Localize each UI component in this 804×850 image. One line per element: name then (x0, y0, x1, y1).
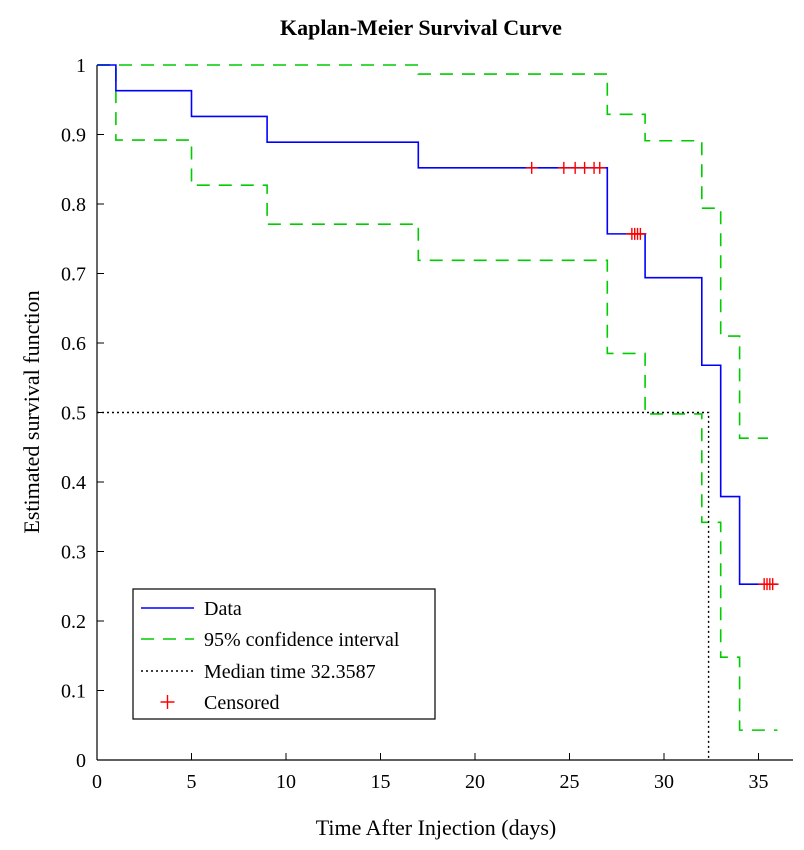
x-tick-label: 25 (560, 771, 580, 793)
legend-label: 95% confidence interval (204, 629, 400, 651)
legend-label: Median time 32.3587 (204, 661, 376, 683)
series-data-line (97, 64, 778, 585)
x-tick-label: 5 (187, 771, 197, 793)
y-tick-label: 0.9 (61, 125, 86, 147)
y-axis-label: Estimated survival function (19, 290, 44, 533)
y-tick-label: 0.5 (61, 403, 86, 425)
ticks: 0 5 10 15 20 25 30 35 0 0.1 0.2 0.3 0.4 0.5 0.6 0.7 0.8 0… (61, 55, 769, 793)
series-ci-upper-line (97, 64, 768, 440)
series-ci-lower-line (97, 64, 778, 731)
censored-mark (634, 227, 647, 240)
y-tick-label: 1 (76, 55, 86, 77)
censored-mark (593, 161, 606, 174)
censor-layer (525, 161, 779, 591)
y-tick-label: 0.7 (61, 264, 86, 286)
x-tick-label: 15 (371, 771, 391, 793)
x-tick-label: 30 (654, 771, 674, 793)
x-tick-label: 10 (276, 771, 296, 793)
legend-censored-sample (160, 695, 175, 709)
series-median-line (97, 411, 710, 760)
x-axis-label: Time After Injection (days) (316, 815, 557, 840)
y-tick-label: 0.8 (61, 194, 86, 216)
censored-mark (766, 578, 779, 591)
y-tick-label: 0.4 (61, 472, 86, 494)
y-tick-label: 0.2 (61, 611, 86, 633)
series-layer (97, 64, 778, 760)
y-tick-label: 0.1 (61, 681, 86, 703)
x-tick-label: 35 (749, 771, 769, 793)
y-tick-label: 0.6 (61, 333, 86, 355)
legend-label: Data (204, 598, 242, 620)
legend-label: Censored (204, 692, 280, 714)
censored-mark (557, 161, 570, 174)
chart-title: Kaplan-Meier Survival Curve (280, 15, 562, 40)
legend: Data 95% confidence interval Median time 3… (132, 588, 436, 720)
x-tick-label: 0 (92, 771, 102, 793)
x-tick-label: 20 (465, 771, 485, 793)
y-tick-label: 0.3 (61, 542, 86, 564)
legend-box (132, 588, 436, 720)
y-tick-label: 0 (76, 750, 86, 772)
censored-mark (525, 161, 538, 174)
